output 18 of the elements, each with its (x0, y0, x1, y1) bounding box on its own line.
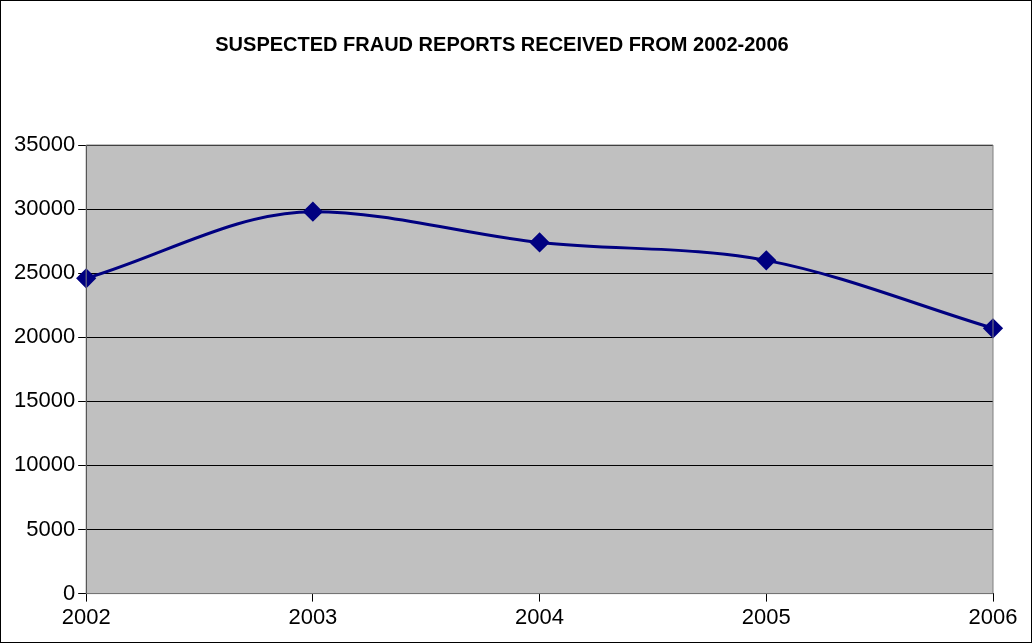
y-tick-label: 30000 (13, 195, 76, 221)
y-tick-label: 15000 (13, 387, 76, 413)
y-tick-label: 5000 (26, 515, 76, 541)
x-tick-label: 2002 (61, 603, 111, 629)
y-tick-label: 25000 (13, 259, 76, 285)
chart-title: SUSPECTED FRAUD REPORTS RECEIVED FROM 2002-2006 (215, 32, 789, 55)
y-tick-label: 10000 (13, 451, 76, 477)
y-tick-label: 0 (62, 579, 76, 605)
x-tick-label: 2004 (515, 603, 565, 629)
point (530, 232, 550, 252)
x-tick-label: 2003 (288, 603, 338, 629)
y-tick-label: 35000 (13, 131, 76, 157)
point (756, 250, 776, 270)
y-tick-label: 20000 (13, 323, 76, 349)
x-tick-label: 2005 (741, 603, 791, 629)
point (303, 202, 323, 222)
point (76, 268, 96, 288)
x-tick-label: 2006 (968, 603, 1018, 629)
